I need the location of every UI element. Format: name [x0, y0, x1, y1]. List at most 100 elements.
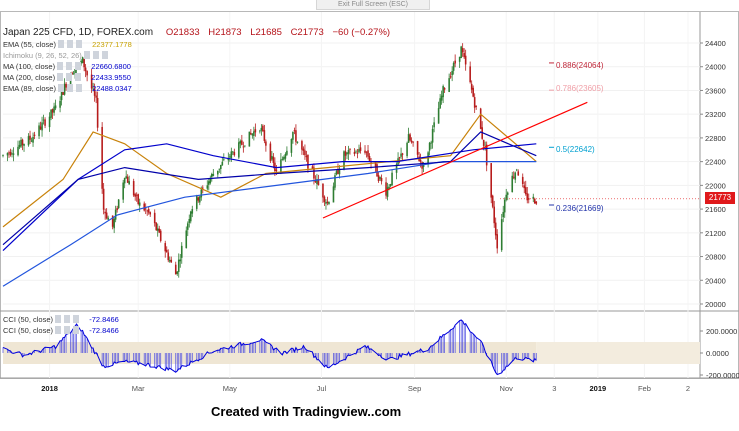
candle-body	[376, 164, 378, 177]
exit-fullscreen-button[interactable]: Exit Full Screen (ESC)	[316, 0, 430, 10]
candle-body	[427, 152, 429, 165]
candle-body	[221, 161, 224, 166]
candle-body	[84, 67, 87, 72]
moving-average-line	[2, 161, 537, 287]
candle-body	[164, 243, 167, 252]
candle-body	[201, 187, 204, 189]
time-tick-label: Sep	[408, 384, 421, 393]
candle-body	[41, 122, 43, 131]
candle-body	[12, 153, 15, 155]
candle-body	[335, 171, 338, 175]
change-value: −60 (−0.27%)	[332, 27, 391, 38]
candle-body	[33, 134, 36, 136]
candle-body	[53, 106, 55, 113]
candle-body	[406, 142, 408, 157]
cci-legend-2[interactable]: CCI (50, close) -72.8466	[3, 326, 119, 336]
candle-body	[460, 46, 462, 59]
candle-body	[144, 208, 147, 210]
indicator-label: Ichimoku (9, 26, 52, 26)	[3, 51, 82, 60]
candle-body	[401, 153, 404, 155]
candle-body	[514, 172, 517, 180]
candle-body	[263, 130, 266, 141]
candle-body	[506, 192, 509, 195]
candle-body	[307, 154, 309, 169]
candle-body	[168, 260, 171, 262]
indicator-legend-ichimoku[interactable]: Ichimoku (9, 26, 52, 26)	[3, 51, 110, 61]
indicator-controls[interactable]	[57, 73, 84, 81]
candle-body	[241, 140, 243, 145]
candle-body	[114, 209, 117, 220]
candle-body	[515, 169, 518, 171]
candle-body	[500, 219, 503, 251]
candle-body	[217, 170, 219, 175]
candle-body	[111, 215, 114, 227]
candle-body	[433, 122, 435, 128]
candle-body	[153, 212, 156, 224]
time-tick-label: Nov	[500, 384, 514, 393]
candle-body	[123, 177, 126, 184]
candle-body	[259, 130, 261, 132]
cci-band	[3, 342, 537, 364]
indicator-legend-ma100[interactable]: MA (100, close) 22660.6800	[3, 62, 131, 72]
candle-body	[532, 196, 535, 199]
indicator-legend-ma200[interactable]: MA (200, close) 22433.9550	[3, 73, 131, 83]
candle-body	[482, 139, 485, 146]
candle-body	[207, 181, 210, 185]
candle-body	[364, 150, 366, 153]
candle-body	[398, 157, 401, 159]
indicator-legend-ema55[interactable]: EMA (55, close) 22377.1778	[3, 40, 132, 50]
candle-body	[51, 109, 54, 113]
candle-body	[42, 119, 45, 121]
candle-body	[512, 176, 515, 178]
indicator-controls[interactable]	[83, 51, 110, 59]
candle-body	[503, 199, 506, 213]
candle-body	[6, 152, 9, 156]
close-value: C21773	[290, 27, 324, 38]
candle-body	[113, 218, 115, 229]
candle-body	[326, 201, 329, 204]
cci-legend-1[interactable]: CCI (50, close) -72.8466	[3, 315, 119, 325]
candle-body	[116, 208, 118, 210]
candle-body	[185, 230, 188, 249]
candle-body	[11, 153, 13, 155]
candle-body	[38, 125, 40, 137]
indicator-legend-ema89[interactable]: EMA (89, close) 22488.0347	[3, 84, 132, 94]
candle-body	[454, 60, 456, 64]
candle-body	[346, 152, 348, 155]
candle-body	[380, 177, 383, 182]
candle-body	[475, 105, 477, 107]
candle-body	[179, 259, 182, 262]
candle-body	[496, 234, 499, 249]
candle-body	[355, 151, 357, 153]
indicator-controls[interactable]	[57, 62, 84, 70]
candle-body	[451, 70, 453, 76]
candle-body	[349, 149, 351, 150]
candle-body	[412, 141, 414, 143]
candle-body	[176, 271, 179, 274]
indicator-controls[interactable]	[58, 84, 85, 92]
candle-body	[218, 168, 221, 170]
indicator-controls[interactable]	[58, 40, 85, 48]
candle-body	[377, 175, 380, 181]
candle-body	[367, 150, 369, 157]
candle-body	[138, 202, 141, 206]
candle-body	[511, 175, 514, 193]
indicator-controls[interactable]	[55, 315, 82, 323]
price-tick-label: 23600	[705, 86, 726, 95]
candle-body	[368, 156, 371, 162]
candle-body	[62, 92, 64, 95]
price-tick-label: 21200	[705, 229, 726, 238]
fib-level-0786: 0.786(23605)	[556, 84, 604, 93]
candle-body	[524, 187, 527, 195]
candle-body	[440, 95, 443, 101]
candle-body	[59, 100, 61, 108]
candle-body	[292, 131, 294, 140]
credit-text: Created with Tradingview..com	[211, 404, 402, 419]
ohlc-readout: O21833 H21873 L21685 C21773 −60 (−0.27%)	[166, 27, 396, 38]
moving-average-line	[2, 113, 537, 228]
candle-body	[27, 136, 30, 146]
candle-body	[344, 151, 347, 156]
support-trendline	[322, 101, 588, 219]
indicator-controls[interactable]	[55, 326, 82, 334]
candle-body	[389, 184, 392, 187]
